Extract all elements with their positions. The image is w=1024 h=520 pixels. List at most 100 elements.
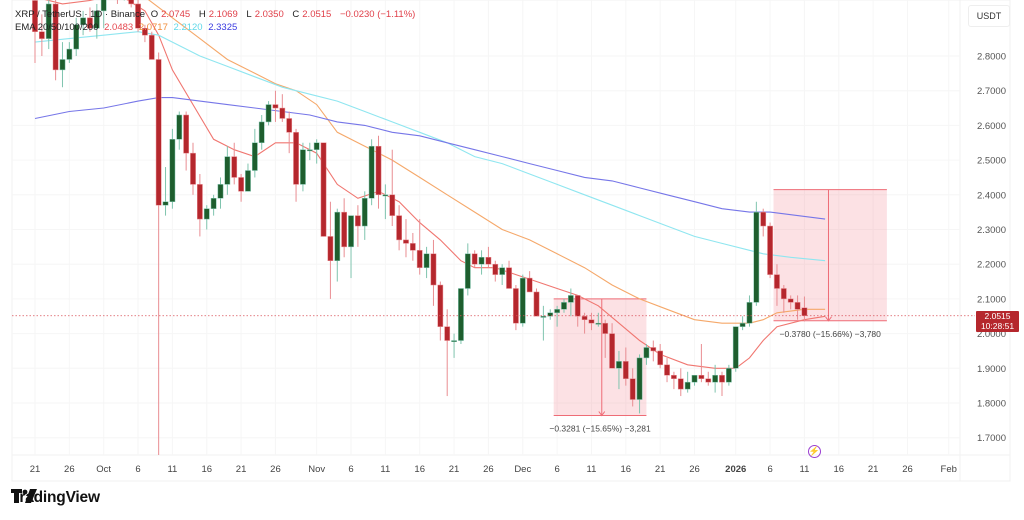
candle: [753, 211, 760, 303]
price-range-label: −0.3780 (−15.66%) −3,780: [780, 329, 882, 339]
candle: [801, 307, 808, 316]
candle: [148, 34, 155, 60]
candle: [547, 312, 554, 317]
candle: [45, 3, 52, 39]
currency-button[interactable]: USDT: [968, 5, 1010, 27]
x-tick-label: 16: [621, 464, 632, 475]
tradingview-logo[interactable]: TradingView: [11, 489, 100, 507]
ema-label[interactable]: EMA 20/50/100/200: [15, 21, 99, 33]
candle: [224, 156, 231, 185]
candle: [444, 326, 451, 341]
candle: [774, 274, 780, 289]
price-range-label: −0.3281 (−15.65%) −3,281: [549, 423, 651, 433]
candle: [650, 347, 657, 352]
x-tick-label: 16: [201, 464, 212, 475]
high-value: H 2.1069: [198, 9, 238, 20]
ema50-value: 2.0717: [138, 21, 168, 33]
candle: [279, 107, 286, 119]
candle: [238, 177, 244, 192]
candle: [93, 10, 100, 29]
x-tick-label: 16: [834, 464, 845, 475]
bar-countdown: 10:28:51: [980, 321, 1015, 331]
candle: [698, 374, 705, 379]
x-tick-label: 21: [236, 464, 247, 475]
candle: [348, 215, 354, 248]
candle: [341, 211, 347, 248]
change-value: −0.0230 (−1.11%): [339, 9, 416, 20]
close-value: C 2.0515: [292, 9, 332, 20]
lightning-event-icon[interactable]: ⚡: [808, 445, 821, 458]
candle: [554, 309, 560, 314]
candle: [767, 225, 773, 275]
candle: [588, 319, 595, 324]
candle: [471, 253, 478, 265]
y-tick-label: 1.9000: [977, 364, 1006, 375]
candle: [499, 267, 506, 275]
ema200-value: 2.3325: [208, 21, 238, 33]
candle: [671, 374, 677, 379]
candle: [251, 142, 258, 171]
candle: [80, 17, 86, 26]
x-tick-label: 11: [800, 464, 810, 475]
x-tick-label: 26: [689, 464, 700, 475]
candle: [73, 24, 80, 50]
x-tick-label: 11: [380, 464, 390, 475]
candle: [568, 295, 574, 303]
candle: [506, 267, 512, 289]
symbol-label[interactable]: XRP / TetherUS · 1D · Binance: [15, 9, 146, 20]
candle: [595, 322, 602, 325]
candle: [155, 59, 162, 206]
candle: [169, 139, 176, 202]
candle: [519, 277, 526, 324]
candle: [66, 48, 73, 60]
candle: [39, 31, 45, 39]
candle: [616, 361, 622, 369]
candle: [485, 257, 492, 265]
y-tick-label: 2.0000: [977, 329, 1006, 340]
candle: [272, 104, 279, 109]
candle: [382, 194, 389, 197]
candle: [712, 374, 718, 383]
candle: [561, 302, 567, 310]
candle: [526, 277, 533, 293]
candle: [217, 184, 224, 199]
candle: [245, 170, 251, 192]
candle: [183, 114, 189, 154]
candle: [320, 142, 327, 237]
ema-line: [34, 31, 826, 262]
x-tick-label: 26: [483, 464, 494, 475]
candle: [258, 121, 265, 143]
candle: [533, 291, 540, 317]
candle: [513, 288, 519, 324]
last-price-tag: 2.0515 10:28:51: [976, 311, 1019, 332]
candle: [437, 284, 444, 327]
y-tick-label: 2.1000: [977, 294, 1006, 305]
candle: [657, 350, 664, 366]
x-tick-label: 26: [64, 464, 75, 475]
candle: [780, 288, 787, 300]
x-tick-label: 26: [902, 464, 913, 475]
candle: [719, 374, 725, 383]
low-value: L 2.0350: [246, 9, 284, 20]
candle: [355, 215, 361, 227]
tradingview-mark-icon: [11, 489, 37, 503]
ema-row: EMA 20/50/100/200 2.0483 2.0717 2.2120 2…: [15, 22, 418, 35]
candle: [176, 114, 183, 140]
candle: [664, 364, 670, 376]
open-value: O 2.0745: [150, 9, 191, 20]
candle: [732, 326, 739, 369]
candle: [135, 3, 141, 29]
candle: [787, 298, 794, 303]
x-tick-label: 21: [30, 464, 41, 475]
candle: [691, 374, 698, 383]
candle: [760, 211, 767, 227]
y-tick-label: 1.8000: [977, 399, 1006, 410]
candle: [622, 361, 629, 379]
candle: [705, 378, 712, 383]
candle: [286, 118, 293, 133]
x-tick-label: 21: [868, 464, 879, 475]
candle: [190, 152, 196, 185]
